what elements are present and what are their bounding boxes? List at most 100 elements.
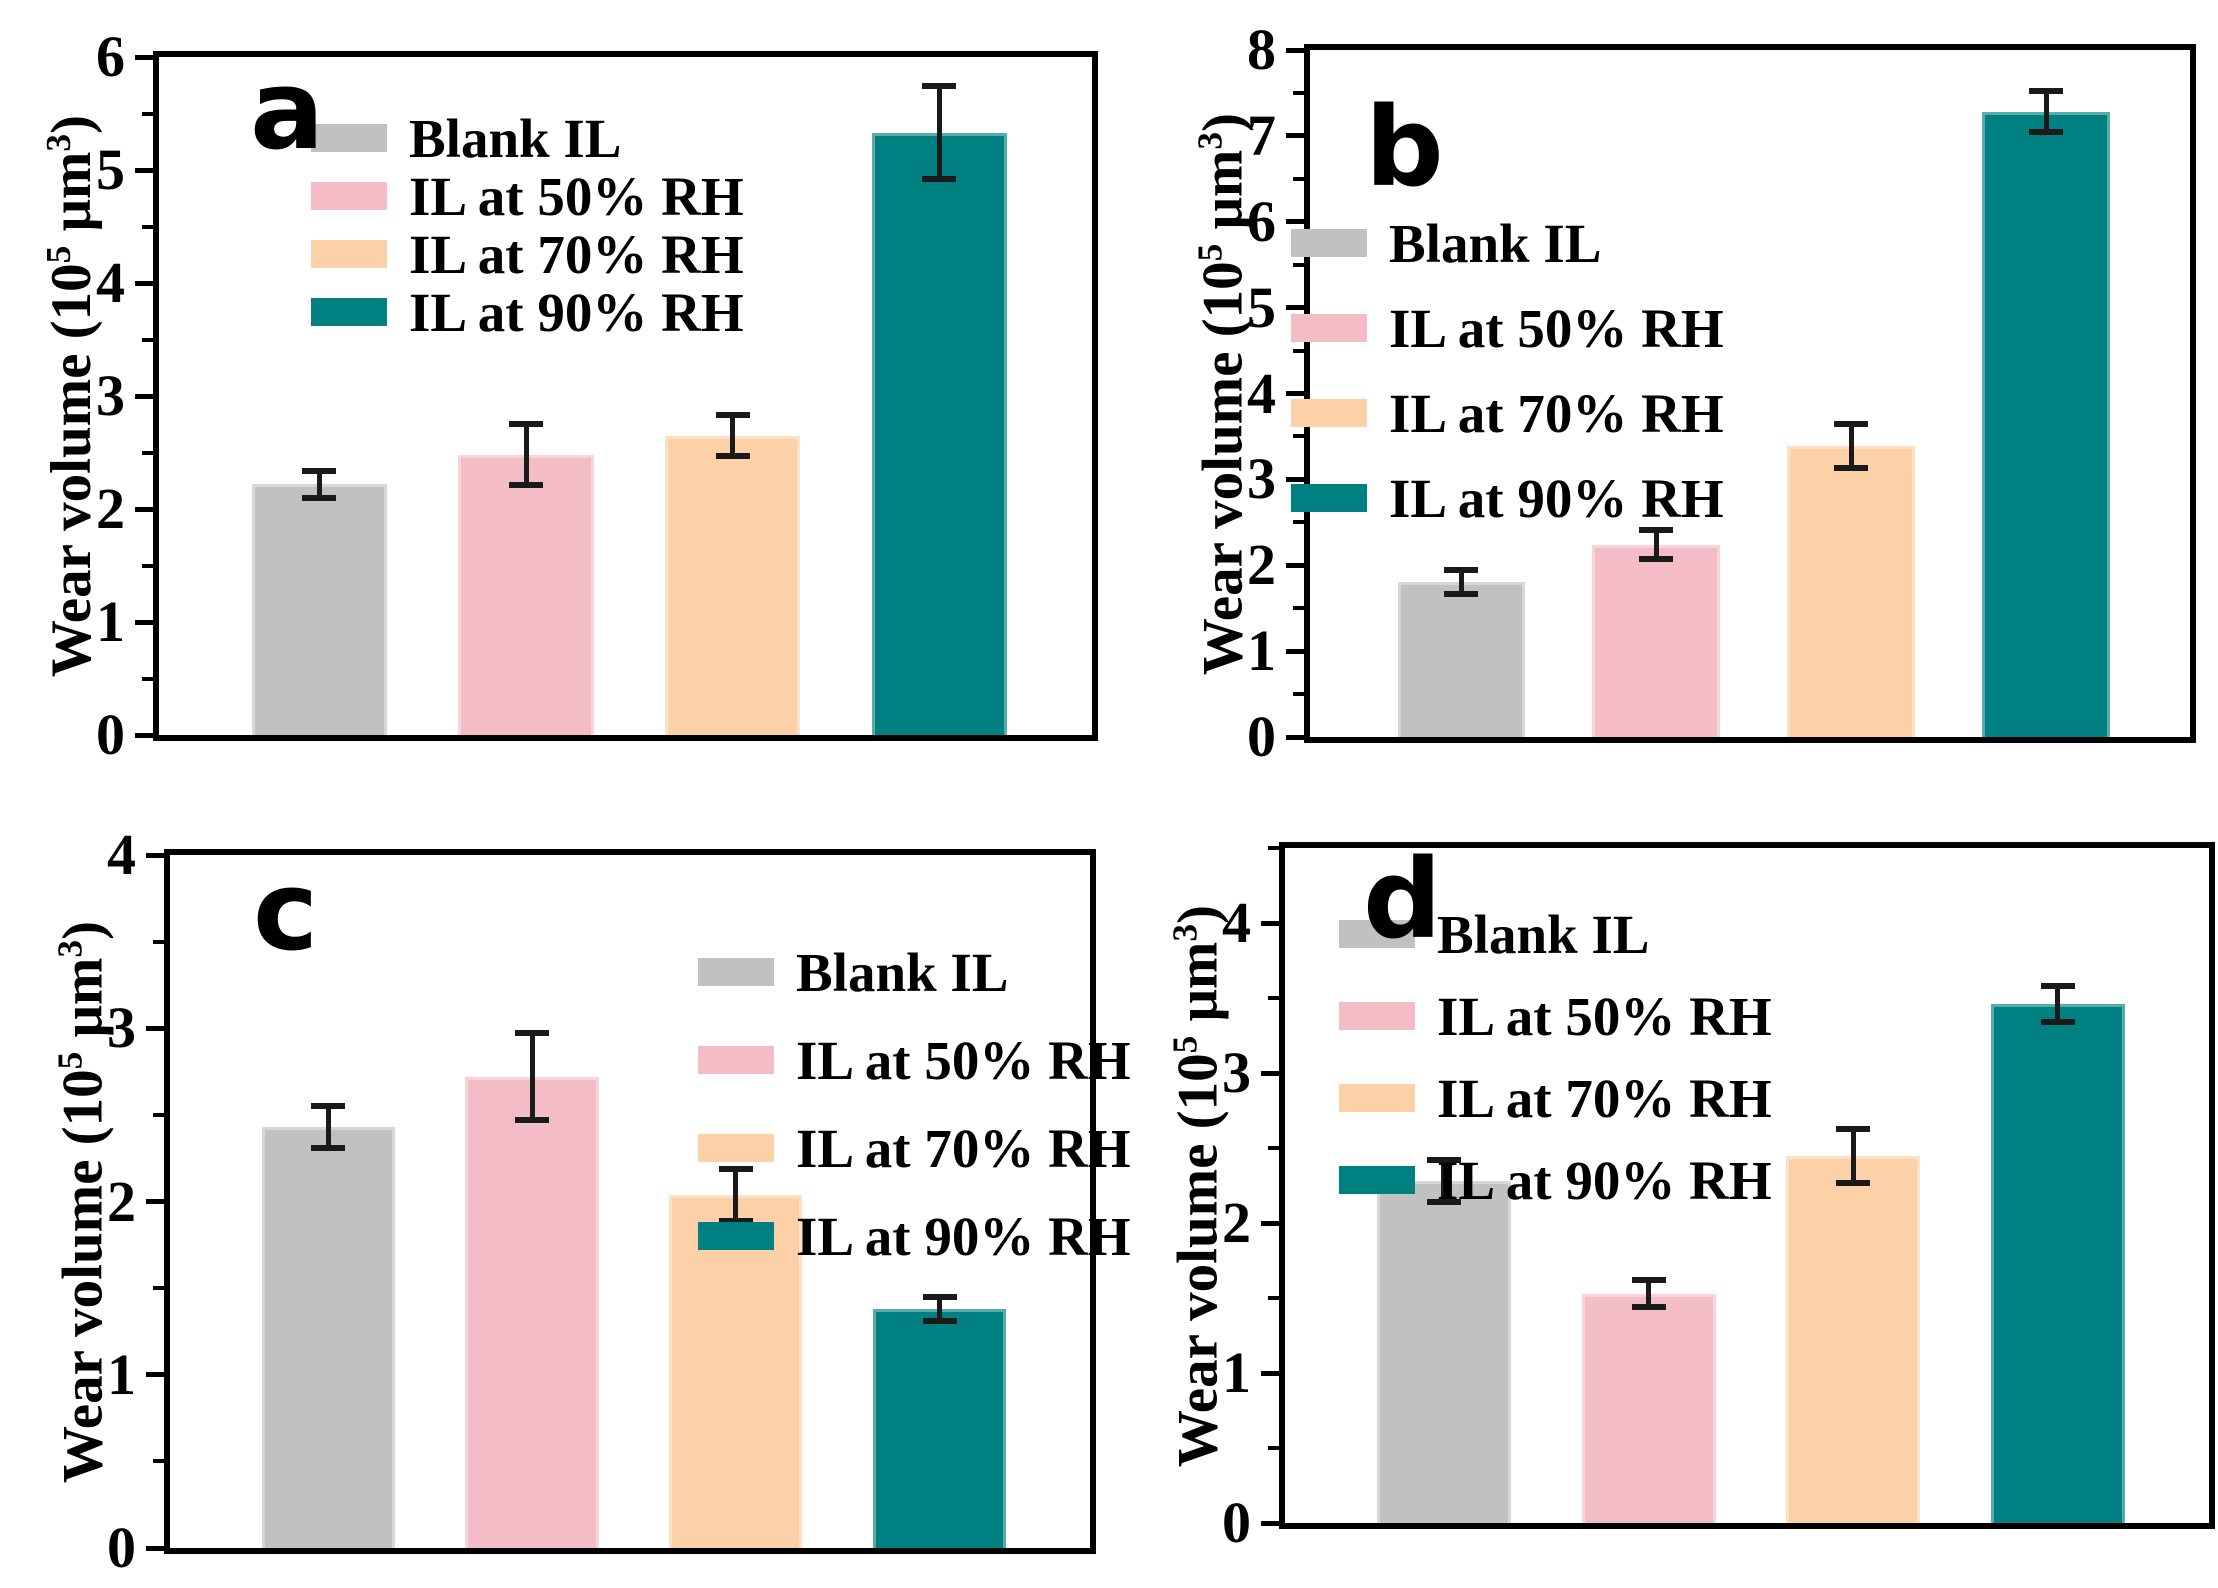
y-tick-minor [142, 337, 153, 342]
y-tick-minor [142, 676, 153, 681]
panel-c: Wear volume (105 μm3) 0 1 2 3 4 Blank IL IL at … [0, 794, 1131, 1588]
bar-blank-il [1376, 1181, 1511, 1523]
legend-swatch [1339, 1084, 1415, 1112]
y-tick-label: 0 [1222, 1490, 1251, 1555]
y-tick-label: 3 [96, 363, 125, 428]
y-tick-minor [1268, 1146, 1279, 1150]
error-bar-cap-top [1426, 1157, 1461, 1163]
y-tick-minor [153, 1459, 164, 1464]
legend-label: IL at 90% RH [409, 281, 744, 343]
error-bar-cap-top [2029, 88, 2064, 95]
y-tick-label: 0 [1247, 704, 1276, 769]
y-tick-major [1286, 648, 1304, 654]
bar-blank-il [261, 1127, 395, 1548]
y-tick-major [1261, 1070, 1279, 1076]
legend-item: Blank IL [698, 941, 1009, 1003]
error-bar-cap-top [718, 1165, 753, 1172]
bar-il-at-70-rh [669, 1194, 803, 1548]
error-bar-cap-top [1639, 527, 1674, 534]
y-tick-label: 1 [96, 589, 125, 654]
legend-swatch [698, 1046, 774, 1074]
legend-swatch [1291, 399, 1367, 427]
y-tick-label: 4 [107, 822, 136, 887]
y-tick-label: 1 [107, 1341, 136, 1407]
y-tick-major [1261, 1520, 1279, 1526]
y-tick-minor [142, 450, 153, 455]
y-tick-major [1286, 133, 1304, 139]
legend-label: Blank IL [1437, 903, 1650, 965]
y-tick-minor [1293, 434, 1304, 439]
y-tick-label: 1 [1247, 618, 1276, 684]
bar-il-at-90-rh [872, 1308, 1007, 1548]
y-tick-major [146, 852, 164, 858]
y-tick-label: 4 [96, 250, 125, 315]
legend-item: IL at 50% RH [1339, 986, 1772, 1047]
panel-d: Wear volume (105 μm3) 0 1 2 3 4 Blank IL IL at … [1109, 794, 2218, 1588]
y-axis-label-text: ) [40, 114, 103, 134]
legend-swatch [311, 240, 387, 268]
error-bar [1850, 1128, 1856, 1183]
y-tick-minor [1268, 846, 1279, 850]
error-bar [316, 470, 322, 498]
y-tick-major [135, 54, 153, 60]
y-tick-label: 4 [1247, 360, 1276, 426]
legend-swatch [1339, 1002, 1415, 1030]
y-tick-major [1286, 219, 1304, 225]
legend-label: IL at 70% RH [1389, 382, 1724, 444]
y-tick-label: 4 [1222, 890, 1251, 955]
error-bar-cap-top [509, 421, 544, 428]
panel-letter-a: a [250, 46, 325, 174]
y-tick-minor [153, 1112, 164, 1117]
error-bar-cap-bottom [1836, 1179, 1871, 1186]
error-bar-cap-bottom [2040, 1019, 2075, 1025]
error-bar [733, 1168, 739, 1221]
legend-item: IL at 50% RH [698, 1030, 1131, 1091]
legend-swatch [698, 1134, 774, 1162]
y-tick-minor [142, 224, 153, 229]
bar-il-at-70-rh [1787, 445, 1915, 737]
error-bar-cap-bottom [1639, 556, 1674, 563]
bar-il-at-90-rh [1990, 1004, 2125, 1523]
bar-blank-il [1397, 582, 1526, 737]
legend-swatch [698, 958, 774, 986]
error-bar-cap-bottom [515, 1117, 550, 1124]
y-tick-label: 2 [96, 476, 125, 541]
error-bar [1441, 1160, 1447, 1202]
error-bar-cap-bottom [1444, 591, 1479, 598]
y-tick-label: 2 [1222, 1190, 1251, 1255]
bar-il-at-70-rh [1786, 1155, 1921, 1523]
error-bar-cap-bottom [1426, 1199, 1461, 1205]
y-tick-minor [1293, 692, 1304, 697]
error-bar-cap-bottom [1631, 1304, 1666, 1310]
panel-b: Wear volume (105 μm3) 0 1 2 3 4 5 6 7 8 Blank IL IL… [1109, 0, 2218, 794]
legend-swatch [698, 1222, 774, 1250]
y-tick-major [135, 732, 153, 738]
error-bar [1458, 570, 1464, 595]
y-axis-label-text: ) [51, 920, 114, 940]
error-bar-cap-bottom [1834, 465, 1869, 472]
y-tick-major [1286, 47, 1304, 53]
legend-label: Blank IL [796, 941, 1009, 1003]
y-tick-major [1261, 1220, 1279, 1226]
legend-item: IL at 90% RH [1291, 468, 1724, 529]
y-tick-minor [1268, 1446, 1279, 1450]
legend-item: IL at 90% RH [1339, 1150, 1772, 1211]
legend-swatch [1291, 484, 1367, 512]
y-tick-minor [142, 111, 153, 116]
legend-item: IL at 70% RH [1339, 1068, 1772, 1129]
error-bar [937, 1296, 943, 1322]
error-bar-cap-bottom [509, 482, 544, 489]
error-bar [1848, 423, 1854, 469]
bar-il-at-90-rh [871, 132, 1008, 735]
y-tick-minor [1293, 348, 1304, 353]
error-bar-cap-top [1834, 420, 1869, 427]
y-tick-major [135, 167, 153, 173]
y-tick-minor [1268, 996, 1279, 1000]
error-bar [325, 1106, 331, 1148]
y-tick-major [1286, 476, 1304, 482]
y-tick-minor [1293, 606, 1304, 611]
legend-label: IL at 70% RH [796, 1117, 1131, 1179]
y-tick-major [135, 280, 153, 286]
bar-il-at-50-rh [1581, 1293, 1716, 1523]
